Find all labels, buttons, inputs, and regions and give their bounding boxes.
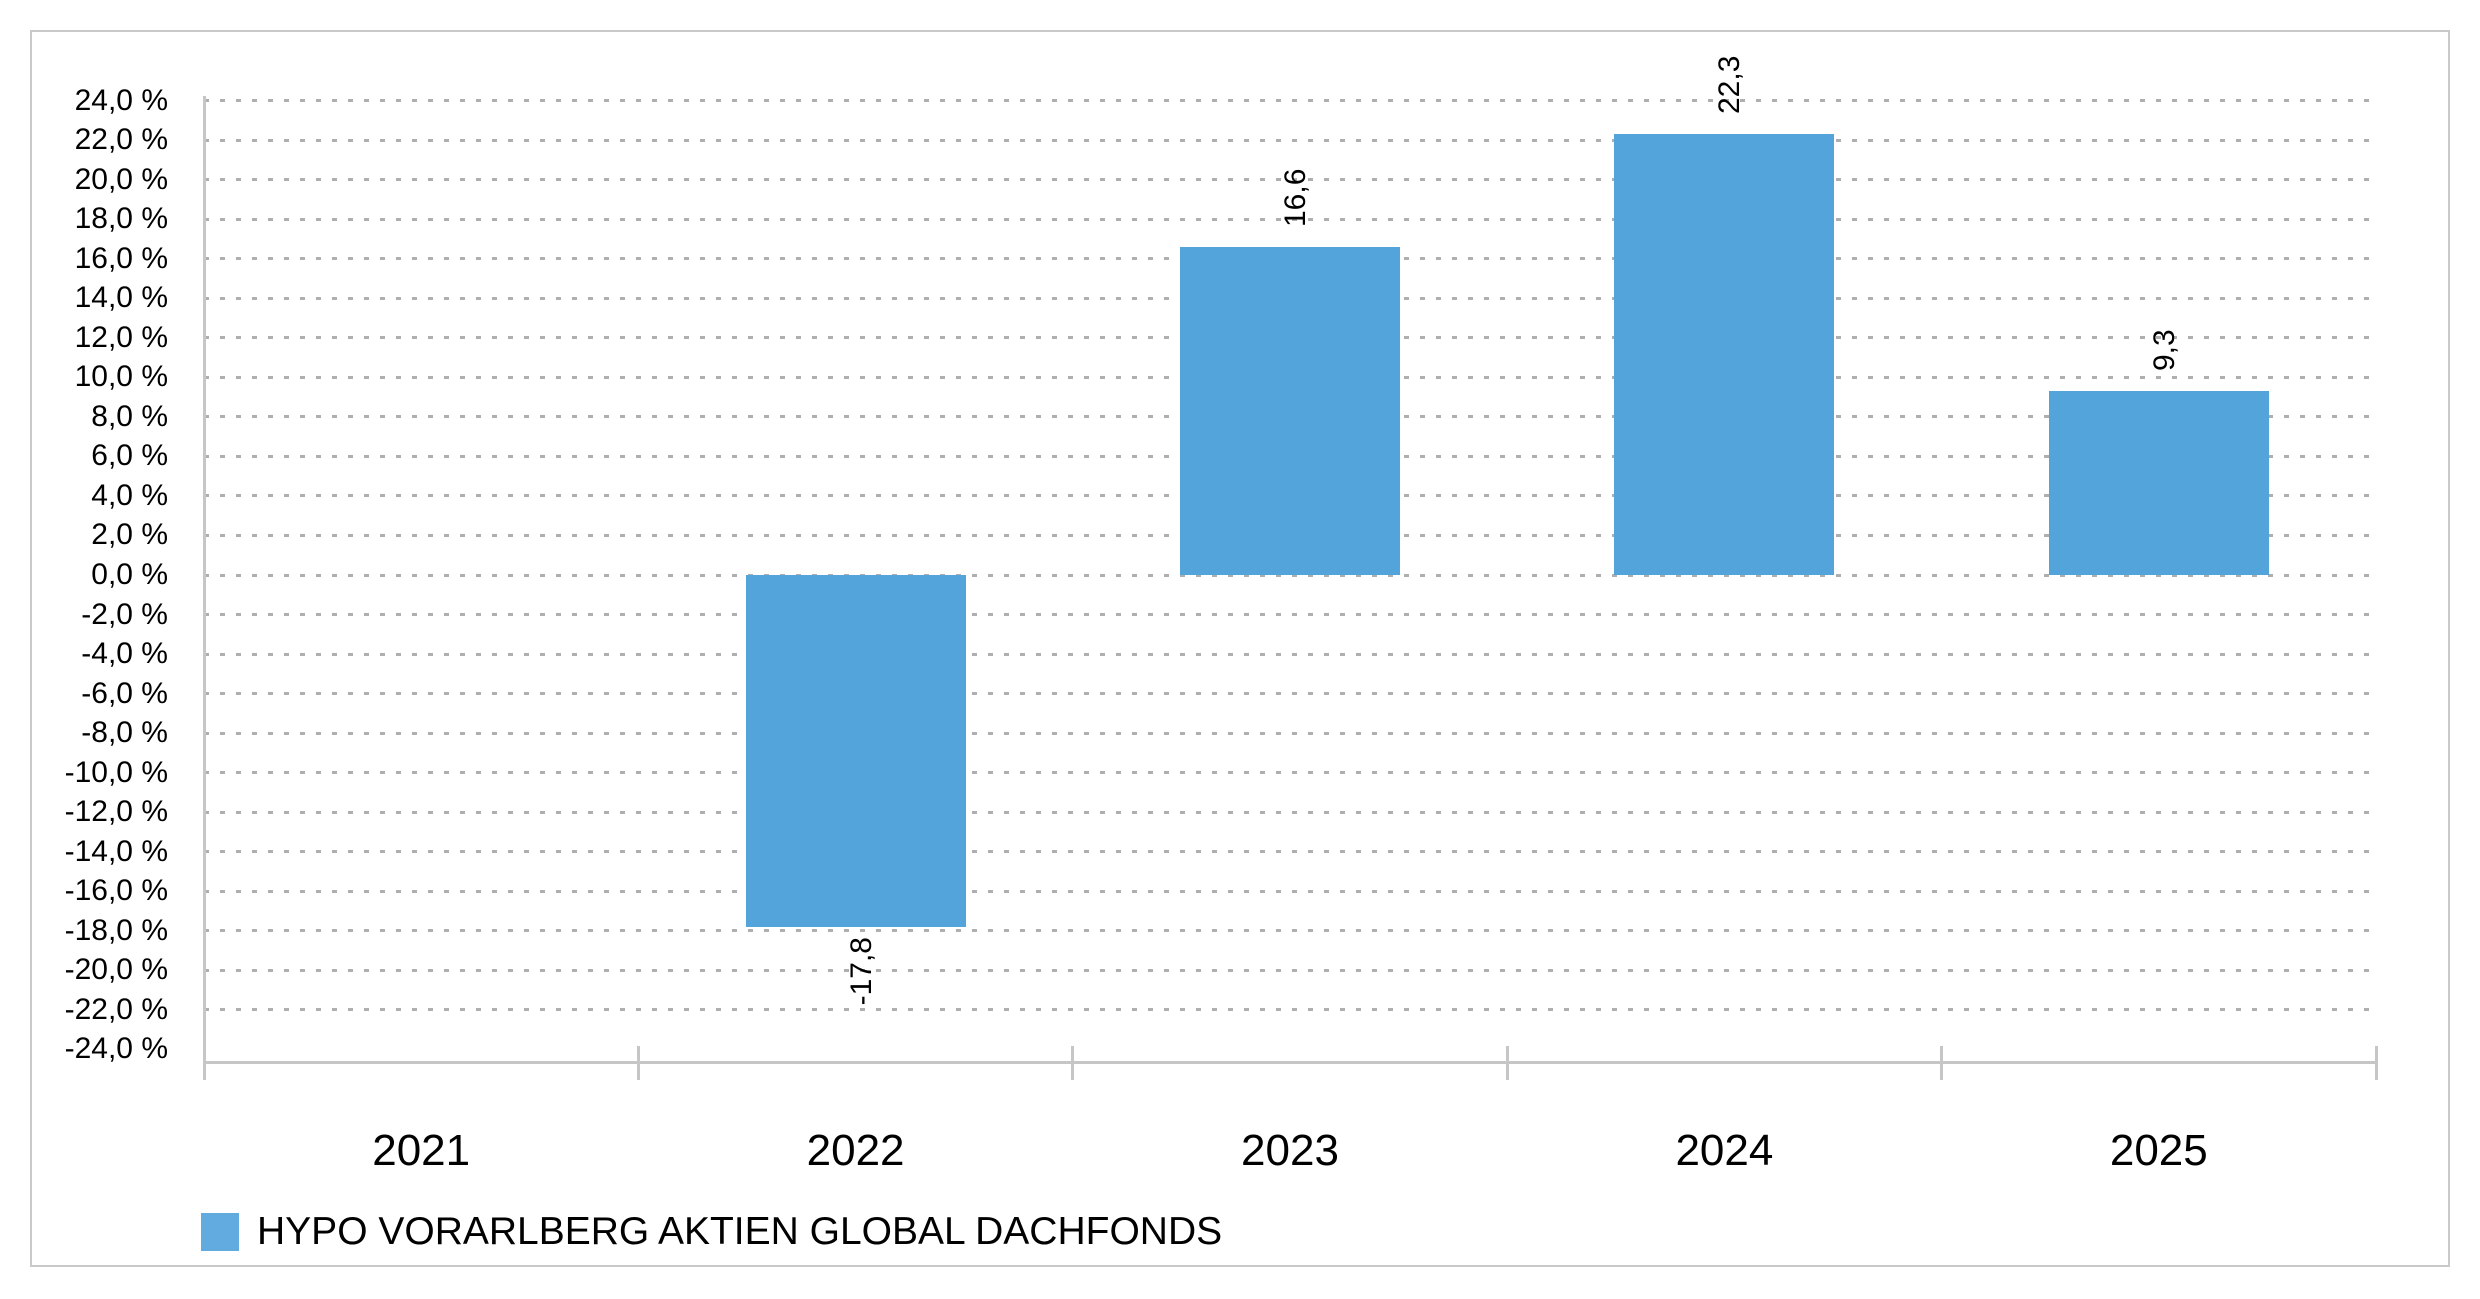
gridline xyxy=(204,573,2376,577)
y-axis-label: -24,0 % xyxy=(64,1032,168,1066)
y-axis-label: 22,0 % xyxy=(74,123,168,157)
y-axis-label: -12,0 % xyxy=(64,795,168,829)
x-axis-tick xyxy=(1071,1046,1075,1080)
bar-value-label: 16,6 xyxy=(1279,168,1312,227)
gridline xyxy=(204,929,2376,933)
gridline xyxy=(204,217,2376,221)
gridline xyxy=(204,613,2376,617)
y-axis-label: 14,0 % xyxy=(74,281,168,315)
chart-frame xyxy=(30,30,2450,1267)
y-axis-label: 2,0 % xyxy=(91,518,168,552)
y-axis-label: -22,0 % xyxy=(64,992,168,1026)
y-axis-line xyxy=(202,96,206,1046)
y-axis-label: 6,0 % xyxy=(91,439,168,473)
gridline xyxy=(204,889,2376,893)
x-axis-label: 2021 xyxy=(372,1126,471,1175)
x-axis-label: 2023 xyxy=(1241,1126,1339,1175)
y-axis-label: 18,0 % xyxy=(74,202,168,236)
bar-value-label: -17,8 xyxy=(844,936,878,1006)
y-axis-label: -18,0 % xyxy=(64,913,168,947)
x-axis-label: 2024 xyxy=(1675,1126,1774,1175)
y-axis-label: -14,0 % xyxy=(64,834,168,868)
gridline xyxy=(204,652,2376,656)
y-axis-label: -2,0 % xyxy=(81,597,168,631)
y-axis-label: 0,0 % xyxy=(91,558,168,591)
y-axis-label: -4,0 % xyxy=(81,637,168,671)
bar xyxy=(1180,246,1400,575)
y-axis-label: 10,0 % xyxy=(74,360,168,394)
bar xyxy=(1614,134,1835,575)
gridline xyxy=(204,99,2376,103)
bar-value-label: 9,3 xyxy=(2147,329,2181,372)
y-axis-label: 16,0 % xyxy=(74,241,168,275)
y-axis-label: -16,0 % xyxy=(64,874,168,908)
y-axis-label: -20,0 % xyxy=(64,953,168,987)
gridline xyxy=(204,850,2376,854)
y-axis-label: -6,0 % xyxy=(81,676,168,710)
gridline xyxy=(204,771,2376,775)
bar xyxy=(2048,391,2269,575)
y-axis-label: 8,0 % xyxy=(91,399,168,433)
x-axis-tick xyxy=(1505,1046,1509,1080)
x-axis-tick xyxy=(2374,1046,2378,1080)
x-axis-label: 2022 xyxy=(806,1126,905,1175)
y-axis-label: 20,0 % xyxy=(74,162,168,196)
gridline xyxy=(204,968,2376,972)
legend-label: HYPO VORARLBERG AKTIEN GLOBAL DACHFONDS xyxy=(257,1210,1223,1253)
y-axis-label: 12,0 % xyxy=(74,320,168,354)
y-axis-label: 4,0 % xyxy=(91,478,168,512)
x-axis-tick xyxy=(1940,1046,1944,1080)
x-axis-line xyxy=(202,1060,2378,1064)
x-axis-tick xyxy=(636,1046,640,1080)
y-axis-label: -8,0 % xyxy=(81,716,168,750)
gridline xyxy=(204,810,2376,814)
legend-swatch xyxy=(201,1213,239,1251)
gridline xyxy=(204,138,2376,142)
bar xyxy=(745,575,966,927)
gridline xyxy=(204,1008,2376,1012)
gridline xyxy=(204,178,2376,182)
x-axis-tick xyxy=(202,1046,206,1080)
bar-value-label: 22,3 xyxy=(1713,55,1747,115)
x-axis-label: 2025 xyxy=(2109,1126,2208,1175)
gridline xyxy=(204,692,2376,696)
gridline xyxy=(204,731,2376,735)
y-axis-label: 24,0 % xyxy=(74,83,168,117)
legend: HYPO VORARLBERG AKTIEN GLOBAL DACHFONDS xyxy=(201,1211,1222,1253)
y-axis-label: -10,0 % xyxy=(64,755,168,789)
